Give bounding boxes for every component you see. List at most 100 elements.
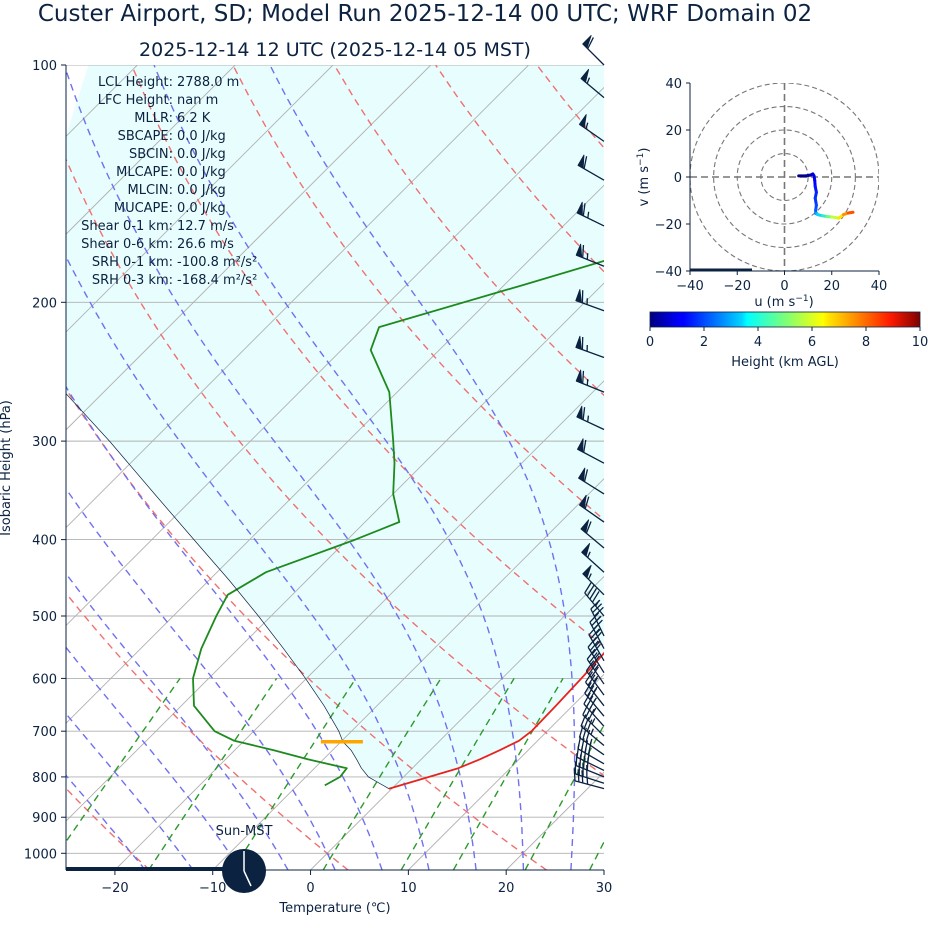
y-tick-label: 200 bbox=[32, 296, 57, 311]
parcel-profile-line bbox=[66, 393, 390, 790]
barb-half bbox=[592, 707, 597, 714]
wind-barb bbox=[580, 68, 605, 99]
barb-flag bbox=[578, 467, 586, 482]
skewt-y-axis-label: Isobaric Height (hPa) bbox=[0, 400, 14, 536]
chart-title: Custer Airport, SD; Model Run 2025-12-14… bbox=[38, 1, 812, 27]
barb-flag bbox=[582, 35, 592, 49]
isotherm-line bbox=[66, 65, 529, 529]
chart-subtitle: 2025-12-14 12 UTC (2025-12-14 05 MST) bbox=[139, 39, 531, 61]
barb-full bbox=[584, 496, 590, 510]
hodo-x-tick-label: −20 bbox=[724, 279, 751, 294]
x-tick-label: 20 bbox=[498, 881, 515, 896]
barb-staff bbox=[575, 773, 605, 784]
stat-label: MUCAPE: bbox=[114, 201, 173, 216]
barb-full bbox=[585, 729, 591, 743]
wind-barb bbox=[578, 725, 605, 756]
barb-full bbox=[587, 37, 594, 50]
sun-clock: Sun-MST bbox=[216, 824, 272, 893]
hodo-y-label-exp: −1 bbox=[636, 153, 646, 166]
colorbar-label: Height (km AGL) bbox=[731, 355, 839, 370]
barb-half bbox=[587, 551, 591, 558]
wind-barb bbox=[575, 335, 605, 359]
hodo-y-label-base: v (m s bbox=[637, 166, 652, 207]
barb-full bbox=[590, 628, 600, 639]
moist-adiabat-line bbox=[153, 65, 525, 870]
dry-adiabat-line bbox=[740, 65, 928, 870]
x-tick-label: 30 bbox=[596, 881, 613, 896]
barb-flag bbox=[580, 68, 590, 83]
hodo-y-label-close: ) bbox=[637, 148, 652, 153]
moist-adiabat-line bbox=[66, 572, 289, 870]
hodo-y-tick-label: 20 bbox=[665, 124, 682, 139]
wind-barb bbox=[575, 289, 605, 312]
barb-flag bbox=[575, 289, 582, 304]
barb-half bbox=[592, 697, 597, 704]
mixing-ratio-line bbox=[452, 678, 564, 870]
hodo-x-label-exp: −1 bbox=[795, 294, 808, 304]
wind-barb bbox=[575, 243, 605, 267]
colorbar-tick-label: 8 bbox=[862, 335, 870, 350]
wind-barb bbox=[582, 35, 605, 66]
barb-staff bbox=[582, 714, 605, 737]
dewpoint-profile-line bbox=[192, 260, 604, 787]
dry-adiabat-line bbox=[66, 387, 547, 870]
barb-flag bbox=[582, 564, 592, 579]
y-tick-label: 900 bbox=[32, 811, 57, 826]
barb-full bbox=[583, 439, 587, 453]
x-tick-label: −10 bbox=[199, 881, 226, 896]
isotherm-line bbox=[408, 673, 604, 870]
barb-flag bbox=[575, 335, 582, 350]
isotherm-line bbox=[212, 478, 604, 870]
barb-full bbox=[589, 677, 598, 689]
barb-full bbox=[585, 521, 592, 534]
stat-label: LFC Height: bbox=[98, 93, 173, 108]
stat-value: 0.0 J/kg bbox=[177, 183, 226, 198]
wind-barb bbox=[587, 637, 605, 674]
barb-half bbox=[587, 211, 590, 219]
colorbar-gradient bbox=[649, 311, 921, 328]
barb-staff bbox=[577, 748, 605, 765]
wind-barb bbox=[578, 467, 605, 495]
colorbar-tick-label: 0 bbox=[646, 335, 654, 350]
barb-staff bbox=[584, 592, 605, 617]
wind-barb bbox=[576, 438, 605, 464]
hodo-y-tick-label: −20 bbox=[655, 218, 682, 233]
barb-half bbox=[589, 738, 593, 746]
barb-half bbox=[594, 652, 600, 659]
barb-half bbox=[592, 686, 598, 693]
moist-adiabat-line bbox=[269, 65, 576, 870]
barb-full bbox=[587, 674, 596, 686]
hodo-y-tick-label: 40 bbox=[665, 77, 682, 92]
colorbar-tick-label: 2 bbox=[700, 335, 708, 350]
wind-barb bbox=[578, 494, 605, 523]
hodo-x-tick-label: 40 bbox=[871, 279, 888, 294]
barb-full bbox=[589, 588, 598, 600]
barb-full bbox=[585, 660, 595, 672]
moist-adiabat-line bbox=[66, 385, 383, 870]
barb-full bbox=[586, 648, 596, 660]
stat-label: SRH 0-1 km: bbox=[92, 255, 173, 270]
colorbar-tick-label: 4 bbox=[754, 335, 762, 350]
barb-staff bbox=[585, 670, 605, 696]
isotherm-line bbox=[66, 86, 604, 627]
barb-half bbox=[593, 675, 599, 682]
stat-value: 12.7 m/s bbox=[177, 219, 234, 234]
wind-barb bbox=[584, 671, 605, 707]
wind-barb bbox=[575, 369, 605, 393]
mixing-ratio-line bbox=[232, 678, 357, 870]
wind-barb bbox=[588, 624, 605, 662]
wind-barb bbox=[576, 405, 605, 431]
barb-full bbox=[573, 768, 576, 781]
barb-full bbox=[591, 591, 600, 603]
temperature-profile-line bbox=[388, 651, 604, 790]
wind-barb bbox=[581, 542, 605, 573]
isotherm-line bbox=[66, 65, 432, 431]
stat-value: -100.8 m²/s² bbox=[177, 255, 257, 270]
barb-staff bbox=[587, 646, 605, 674]
skewt-x-axis-label: Temperature (℃) bbox=[278, 901, 390, 916]
y-tick-label: 800 bbox=[32, 771, 57, 786]
barb-full bbox=[586, 695, 594, 708]
dry-adiabat-line bbox=[66, 592, 349, 870]
